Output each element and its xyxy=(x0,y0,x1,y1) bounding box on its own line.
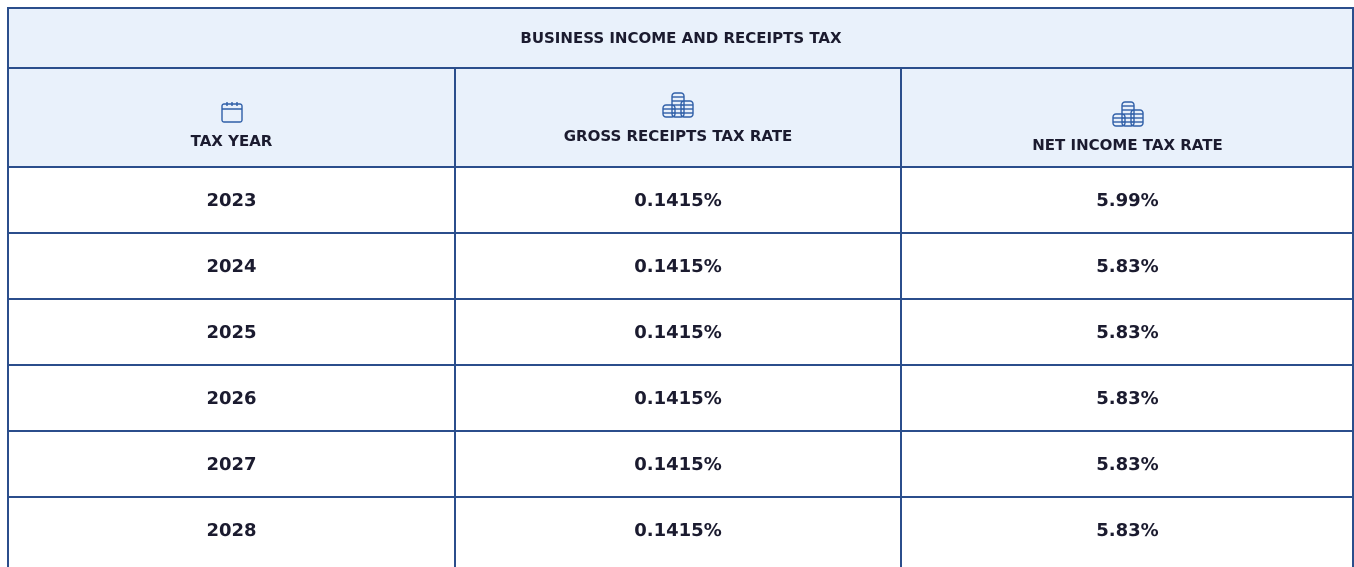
table-cell: 2025 xyxy=(8,299,455,365)
header-cell: TAX YEAR xyxy=(8,68,455,167)
row-border xyxy=(8,232,1354,234)
table-cell: 0.1415% xyxy=(455,167,901,233)
cell-text: 2024 xyxy=(206,255,257,277)
column-border xyxy=(900,68,902,567)
table-cell: 5.83% xyxy=(901,365,1354,431)
column-border xyxy=(7,7,9,567)
cell-text: 5.83% xyxy=(1096,519,1159,541)
header-cell: NET INCOME TAX RATE xyxy=(901,68,1354,167)
table-cell: 2026 xyxy=(8,365,455,431)
row-border xyxy=(8,430,1354,432)
table-cell: 5.83% xyxy=(901,233,1354,299)
table-title-cell: BUSINESS INCOME AND RECEIPTS TAX xyxy=(8,8,1354,68)
table-cell: 5.83% xyxy=(901,497,1354,563)
column-header: NET INCOME TAX RATE xyxy=(1032,135,1223,154)
column-border xyxy=(454,68,456,567)
cell-text: 2025 xyxy=(206,321,257,343)
row-border xyxy=(8,7,1354,9)
cell-text: 0.1415% xyxy=(634,189,722,211)
cell-text: 5.83% xyxy=(1096,321,1159,343)
cell-text: 0.1415% xyxy=(634,255,722,277)
table-cell: 0.1415% xyxy=(455,299,901,365)
table-cell: 0.1415% xyxy=(455,365,901,431)
coins-icon xyxy=(1111,100,1144,127)
row-border xyxy=(8,166,1354,168)
cell-text: 0.1415% xyxy=(634,453,722,475)
table-cell: 2028 xyxy=(8,497,455,563)
table-cell: 0.1415% xyxy=(455,233,901,299)
table-cell: 5.83% xyxy=(901,431,1354,497)
cell-text: 2028 xyxy=(206,519,257,541)
row-border xyxy=(8,496,1354,498)
header-cell: GROSS RECEIPTS TAX RATE xyxy=(455,68,901,167)
row-border xyxy=(8,67,1354,69)
coins-icon xyxy=(662,91,694,118)
table-title: BUSINESS INCOME AND RECEIPTS TAX xyxy=(520,29,842,47)
column-header: GROSS RECEIPTS TAX RATE xyxy=(563,126,793,145)
cell-text: 5.83% xyxy=(1096,255,1159,277)
cell-text: 2023 xyxy=(206,189,257,211)
table-cell: 5.99% xyxy=(901,167,1354,233)
table-cell: 2027 xyxy=(8,431,455,497)
table-cell: 0.1415% xyxy=(455,431,901,497)
cell-text: 2026 xyxy=(206,387,257,409)
calendar-icon xyxy=(220,101,243,123)
table-cell: 5.83% xyxy=(901,299,1354,365)
cell-text: 5.83% xyxy=(1096,453,1159,475)
column-header: TAX YEAR xyxy=(190,131,273,150)
cell-text: 0.1415% xyxy=(634,519,722,541)
row-border xyxy=(8,298,1354,300)
table-cell: 2023 xyxy=(8,167,455,233)
row-border xyxy=(8,364,1354,366)
column-border xyxy=(1352,7,1354,567)
table-cell: 2024 xyxy=(8,233,455,299)
cell-text: 5.99% xyxy=(1096,189,1159,211)
cell-text: 5.83% xyxy=(1096,387,1159,409)
cell-text: 0.1415% xyxy=(634,321,722,343)
cell-text: 2027 xyxy=(206,453,257,475)
table-cell: 0.1415% xyxy=(455,497,901,563)
cell-text: 0.1415% xyxy=(634,387,722,409)
